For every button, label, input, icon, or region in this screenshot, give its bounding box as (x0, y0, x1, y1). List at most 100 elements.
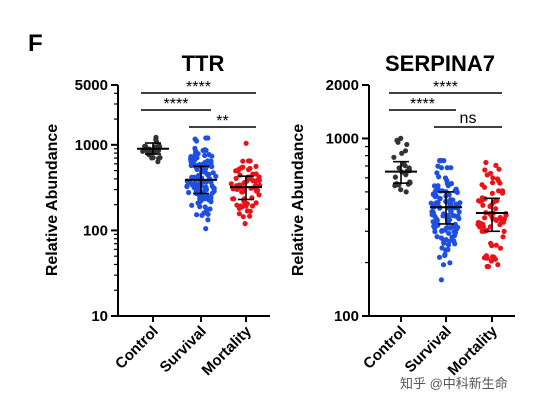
data-point (189, 202, 195, 208)
data-point (438, 277, 444, 283)
data-point (398, 135, 404, 141)
data-point (399, 150, 405, 156)
data-point (245, 158, 252, 164)
data-point (186, 189, 192, 196)
data-point (239, 189, 245, 195)
data-point (437, 188, 443, 194)
data-point (490, 175, 496, 181)
data-point (140, 148, 146, 154)
data-point (434, 234, 440, 240)
data-point (194, 155, 200, 161)
data-point (405, 181, 411, 187)
data-point (439, 228, 445, 234)
data-point (500, 219, 507, 225)
data-point (440, 262, 447, 268)
data-point (448, 181, 455, 187)
data-point (485, 263, 492, 270)
data-point (203, 226, 209, 232)
y-tick-label: 10 (91, 308, 108, 325)
data-point (184, 184, 190, 190)
data-point (493, 162, 499, 168)
data-point (392, 183, 398, 189)
chart-serpina7: SERPINA7 Relative Abundance 10010002000C… (290, 51, 515, 379)
data-point (437, 195, 443, 202)
data-point (188, 154, 194, 160)
data-point (192, 180, 198, 186)
data-point (442, 175, 449, 181)
data-point (247, 165, 253, 171)
data-point (253, 163, 259, 169)
data-point (197, 195, 203, 202)
data-point (479, 228, 485, 234)
y-tick-label: 5000 (75, 77, 108, 94)
data-point (452, 213, 458, 219)
data-point (250, 178, 256, 184)
data-point (404, 141, 410, 148)
data-point (242, 221, 248, 227)
data-point (203, 166, 209, 172)
data-point (493, 206, 499, 212)
data-point (196, 199, 202, 206)
data-point (240, 214, 246, 220)
data-point (432, 223, 438, 229)
data-point (449, 224, 456, 230)
data-point (495, 262, 501, 268)
data-point (446, 192, 452, 198)
y-tick-label: 2000 (326, 77, 359, 94)
data-point (230, 196, 236, 202)
data-point (430, 211, 437, 217)
data-point (452, 230, 459, 236)
chart-title: SERPINA7 (385, 51, 495, 76)
data-point (497, 245, 504, 251)
data-point (256, 192, 262, 198)
data-point (442, 252, 448, 259)
x-tick-label: Mortality (199, 322, 256, 379)
x-tick-label: Control (112, 323, 162, 373)
data-point (206, 197, 212, 203)
data-point (446, 230, 452, 236)
data-point (233, 175, 239, 181)
data-point (496, 188, 502, 194)
data-point (493, 242, 499, 248)
data-point (441, 158, 447, 164)
data-point (453, 186, 459, 192)
data-point (501, 228, 507, 234)
data-point (243, 140, 249, 146)
data-point (195, 184, 201, 190)
data-point (401, 161, 407, 168)
data-point (500, 234, 506, 240)
data-point (228, 181, 234, 187)
significance-label: **** (410, 96, 435, 113)
data-point (244, 178, 250, 184)
data-point (480, 223, 486, 230)
data-point (453, 201, 459, 207)
data-point (447, 217, 453, 223)
data-point (249, 203, 256, 209)
data-point (434, 217, 440, 224)
data-point (211, 185, 217, 191)
data-point (457, 200, 463, 206)
data-point (483, 159, 489, 166)
data-point (448, 165, 454, 171)
y-tick-label: 100 (334, 308, 359, 325)
x-tick-label: Mortality (445, 322, 502, 379)
y-tick-label: 1000 (75, 137, 108, 154)
data-point (204, 207, 210, 213)
data-point (403, 172, 409, 178)
watermark: 知乎 @中科新生命 (400, 376, 508, 391)
panel-label: F (28, 30, 43, 57)
data-point (391, 154, 397, 160)
data-point (194, 166, 200, 173)
data-point (156, 155, 162, 161)
data-point (490, 216, 496, 222)
data-point (489, 243, 495, 249)
y-tick-label: 100 (83, 222, 108, 239)
data-point (489, 180, 496, 186)
significance-label: **** (186, 79, 211, 96)
data-point (491, 254, 497, 260)
data-point (435, 199, 441, 206)
data-point (256, 174, 262, 180)
data-point (482, 215, 488, 221)
data-point (488, 258, 494, 264)
